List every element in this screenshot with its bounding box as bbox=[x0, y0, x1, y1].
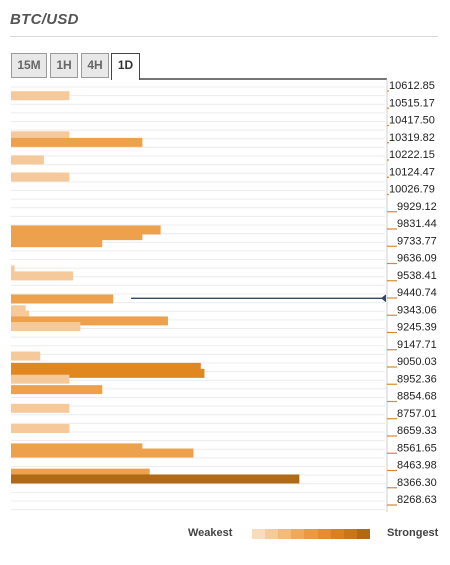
price-level-label: 10417.50 bbox=[389, 115, 435, 127]
chart-title: BTC/USD bbox=[10, 11, 79, 28]
price-level-label: 8659.33 bbox=[397, 425, 437, 437]
price-level-label: 8757.01 bbox=[397, 408, 437, 420]
price-level-label: 8268.63 bbox=[397, 494, 437, 506]
price-level-label: 8366.30 bbox=[397, 477, 437, 489]
price-level-label: 8463.98 bbox=[397, 460, 437, 472]
confluence-bar bbox=[11, 225, 161, 235]
price-level-label: 9538.41 bbox=[397, 270, 437, 282]
price-level-label: 9147.71 bbox=[397, 339, 437, 351]
confluence-bar bbox=[11, 265, 15, 275]
tab-15m[interactable]: 15M bbox=[11, 53, 47, 78]
price-level-label: 9831.44 bbox=[397, 218, 437, 230]
price-level-label: 9343.06 bbox=[397, 304, 437, 316]
price-level-label: 9929.12 bbox=[397, 201, 437, 213]
tab-1d[interactable]: 1D bbox=[111, 53, 140, 80]
confluence-bar bbox=[11, 172, 70, 182]
legend-weakest-label: Weakest bbox=[188, 527, 233, 539]
confluence-bar bbox=[11, 131, 70, 141]
price-level-label: 8561.65 bbox=[397, 442, 437, 454]
price-level-label: 9440.74 bbox=[397, 287, 437, 299]
confluence-bar bbox=[11, 294, 114, 304]
confluence-chart: 10612.85 10515.17 10417.50 10319.82 10222.15… bbox=[11, 78, 437, 512]
confluence-bar bbox=[11, 155, 44, 165]
confluence-bar bbox=[11, 374, 70, 384]
confluence-bar bbox=[11, 91, 70, 101]
price-level-label: 8952.36 bbox=[397, 373, 437, 385]
confluence-bar bbox=[11, 468, 150, 478]
confluence-bar bbox=[11, 310, 30, 320]
price-level-label: 10612.85 bbox=[389, 80, 435, 92]
confluence-bar bbox=[11, 238, 103, 248]
price-level-label: 9636.09 bbox=[397, 253, 437, 265]
confluence-bar bbox=[11, 271, 74, 281]
confluence-bar bbox=[11, 351, 41, 361]
confluence-bar bbox=[11, 368, 205, 378]
price-level-label: 10319.82 bbox=[389, 132, 435, 144]
confluence-bar bbox=[11, 362, 201, 372]
confluence-bar bbox=[11, 443, 143, 453]
confluence-bar bbox=[11, 231, 143, 241]
price-level-label: 9733.77 bbox=[397, 235, 437, 247]
confluence-bar bbox=[11, 474, 300, 484]
tab-4h[interactable]: 4H bbox=[81, 53, 109, 78]
confluence-bar bbox=[11, 316, 168, 326]
confluence-bar bbox=[11, 403, 70, 413]
tab-1h[interactable]: 1H bbox=[50, 53, 78, 78]
price-level-label: 10515.17 bbox=[389, 97, 435, 109]
confluence-bar bbox=[11, 305, 26, 315]
confluence-bar bbox=[11, 448, 194, 458]
price-level-label: 10222.15 bbox=[389, 149, 435, 161]
confluence-bar bbox=[11, 423, 70, 433]
price-level-label: 10026.79 bbox=[389, 184, 435, 196]
legend-strongest-label: Strongest bbox=[387, 527, 439, 539]
price-level-label: 9050.03 bbox=[397, 356, 437, 368]
confluence-bar bbox=[11, 322, 81, 332]
confluence-bar bbox=[11, 385, 103, 395]
current-price-marker bbox=[381, 294, 386, 303]
price-level-label: 8854.68 bbox=[397, 391, 437, 403]
legend-gradient bbox=[252, 529, 370, 539]
title-divider bbox=[10, 36, 438, 37]
price-level-label: 9245.39 bbox=[397, 322, 437, 334]
price-level-label: 10124.47 bbox=[389, 166, 435, 178]
confluence-bar bbox=[11, 137, 143, 147]
